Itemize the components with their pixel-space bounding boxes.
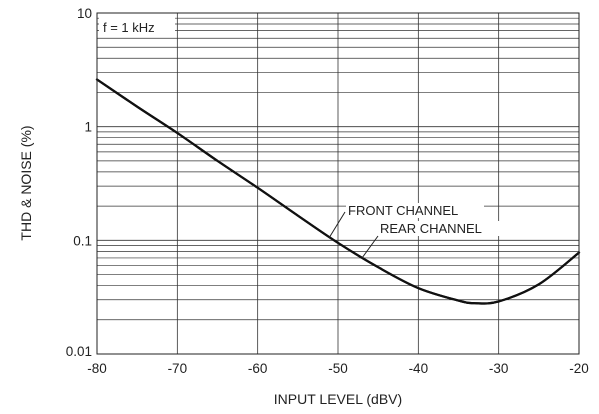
grid xyxy=(96,13,580,355)
frequency-annotation: f = 1 kHz xyxy=(103,20,155,35)
x-tick-label: -60 xyxy=(248,361,268,376)
x-axis-title: INPUT LEVEL (dBV) xyxy=(274,391,402,407)
series-label-rear: REAR CHANNEL xyxy=(380,221,482,236)
x-tick-label: -80 xyxy=(87,361,107,376)
series-layer xyxy=(95,78,581,305)
x-tick-label: -70 xyxy=(168,361,188,376)
x-tick-label: -30 xyxy=(489,361,509,376)
rear-channel-leader xyxy=(361,235,379,259)
series-line-rear-channel xyxy=(95,78,581,305)
y-tick-label: 0.01 xyxy=(66,344,92,359)
series-label-front: FRONT CHANNEL xyxy=(348,203,458,218)
x-tick-label: -20 xyxy=(569,361,589,376)
y-tick-label: 0.1 xyxy=(73,233,92,248)
annotation-box xyxy=(99,16,175,37)
front-label-bg xyxy=(346,203,484,218)
y-tick-label: 1 xyxy=(84,120,92,135)
plot-frame xyxy=(96,12,580,355)
y-tick-label: 10 xyxy=(77,6,92,21)
front-channel-leader xyxy=(328,211,346,239)
x-tick-label: -50 xyxy=(328,361,348,376)
y-tick-labels: 0.01 0.1 1 10 xyxy=(66,6,92,359)
rear-label-bg xyxy=(378,221,516,236)
y-axis-title: THD & NOISE (%) xyxy=(18,125,34,240)
x-tick-labels: -80 -70 -60 -50 -40 -30 -20 xyxy=(87,361,589,376)
x-tick-label: -40 xyxy=(409,361,429,376)
